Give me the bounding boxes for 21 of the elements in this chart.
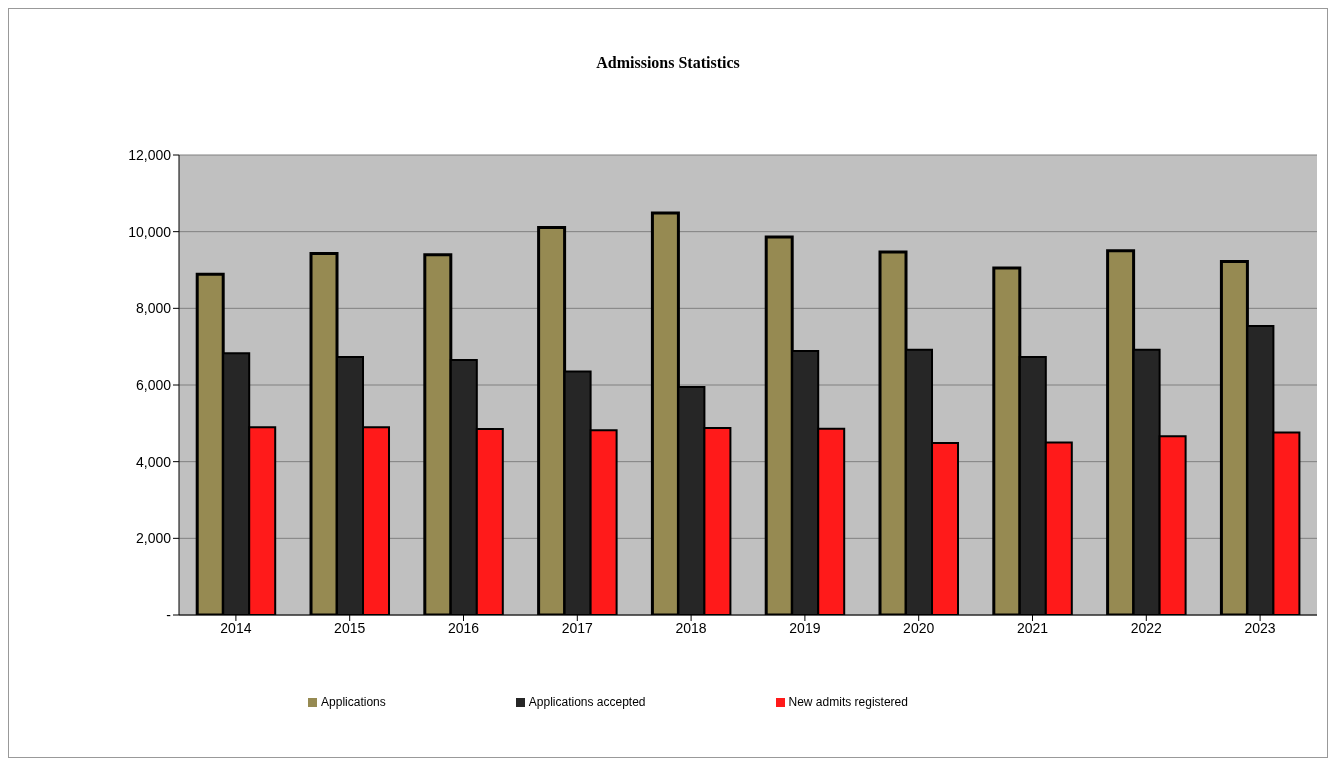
- x-tick-label: 2014: [220, 619, 252, 636]
- x-tick-label: 2016: [447, 619, 480, 636]
- y-tick-label: 6,000: [135, 376, 172, 393]
- y-tick-label: 10,000: [128, 223, 172, 240]
- y-tick-label: 8,000: [135, 300, 172, 317]
- y-tick-label: 2,000: [135, 530, 172, 547]
- legend-label: New admits registered: [788, 695, 908, 709]
- chart-title: Admissions Statistics: [595, 54, 741, 72]
- x-tick-label: 2017: [561, 619, 594, 636]
- x-tick-label: 2015: [334, 619, 366, 636]
- y-tick-label: 4,000: [135, 453, 172, 470]
- x-tick-label: 2023: [1244, 619, 1276, 636]
- x-tick-label: 2020: [903, 619, 935, 636]
- y-tick-label: -: [166, 606, 172, 623]
- y-tick-label: 12,000: [128, 146, 172, 163]
- x-tick-label: 2018: [675, 619, 707, 636]
- legend-label: Applications accepted: [528, 695, 646, 709]
- legend-label: Applications: [321, 695, 386, 709]
- x-tick-label: 2022: [1130, 619, 1163, 636]
- x-tick-label: 2019: [789, 619, 821, 636]
- x-tick-label: 2021: [1016, 619, 1049, 636]
